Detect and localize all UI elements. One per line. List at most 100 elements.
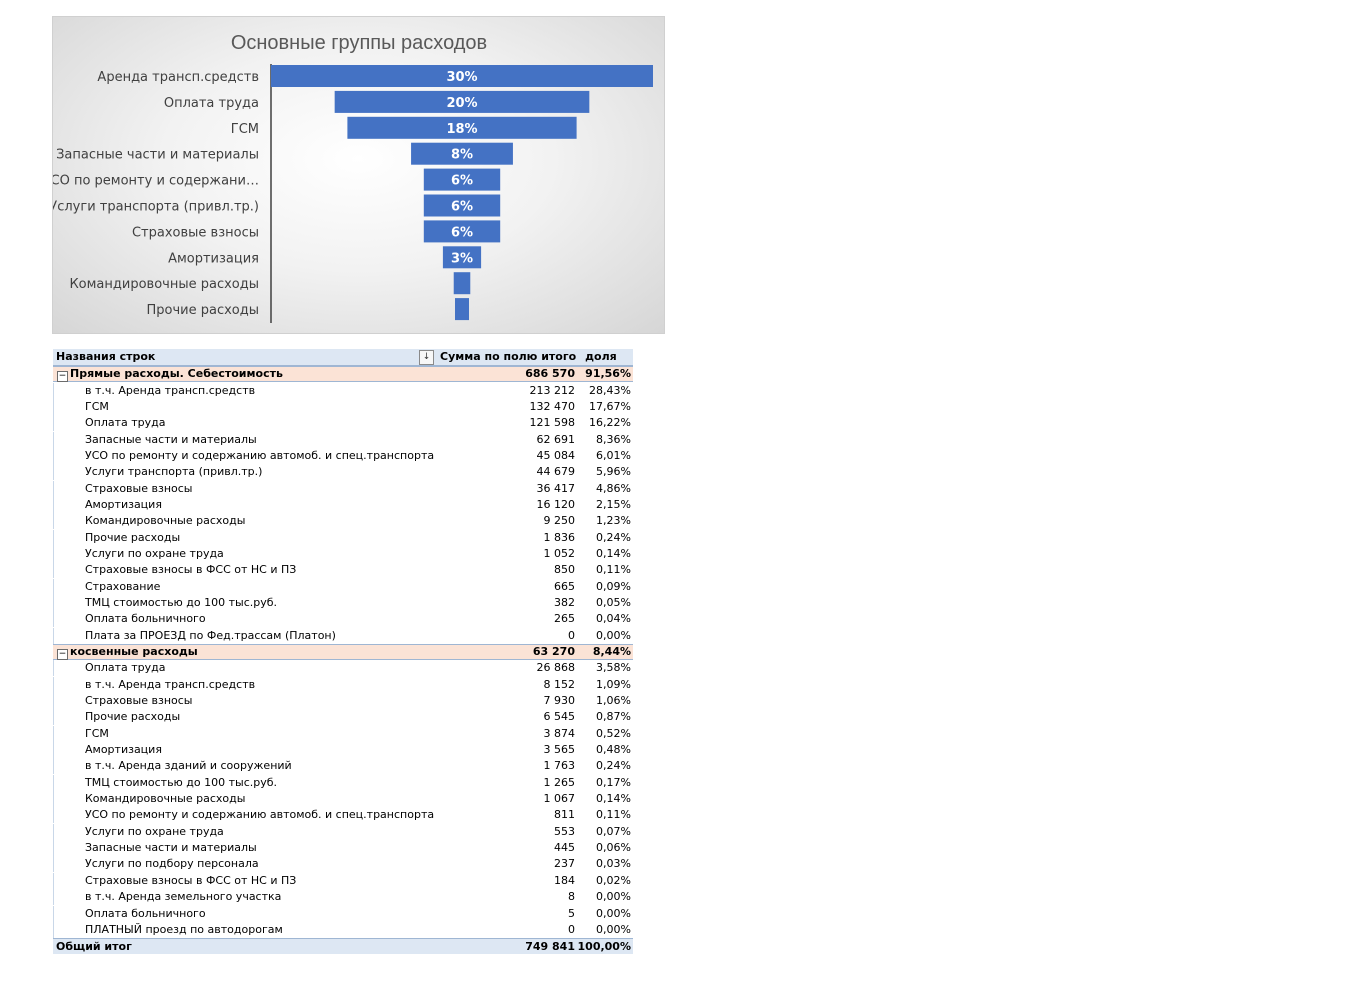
pivot-body: − Прямые расходы. Себестоимость 686 570 91,… [53,366,633,938]
table-row: Командировочные расходы 1 067 0,14% [53,791,633,808]
table-row: ПЛАТНЫЙ проезд по автодорогам 0 0,00% [53,921,633,938]
share-header: доля [585,350,617,363]
collapse-button[interactable]: − [57,371,68,383]
item-share: 1,06% [596,694,631,708]
item-share: 0,02% [596,873,631,887]
group-sum: 686 570 [525,367,575,381]
item-name: ТМЦ стоимостью до 100 тыс.руб. [53,774,436,791]
item-name: Страховые взносы [53,480,436,497]
item-sum: 553 [554,824,575,838]
table-row: Командировочные расходы 9 250 1,23% [53,513,633,530]
funnel-bar [442,246,482,269]
item-sum: 445 [554,841,575,855]
item-name: Амортизация [53,742,436,759]
item-share: 0,00% [596,906,631,920]
item-sum: 0 [568,922,575,936]
table-row: Страховые взносы в ФСС от НС и ПЗ 850 0,11… [53,562,633,579]
item-sum: 811 [554,808,575,822]
collapse-button[interactable]: − [57,649,68,661]
table-row: Запасные части и материалы 445 0,06% [53,840,633,857]
item-share: 8,36% [596,432,631,446]
table-row: Страховые взносы 7 930 1,06% [53,693,633,710]
table-row: Прочие расходы 6 545 0,87% [53,709,633,726]
item-name: Оплата труда [53,415,436,432]
data-label: 6% [451,174,473,189]
chart-title: Основные группы расходов [231,32,487,54]
item-name: Оплата больничного [53,611,436,628]
item-sum: 850 [554,563,575,577]
item-sum: 16 120 [536,497,576,511]
item-name: Прочие расходы [53,709,436,726]
item-sum: 0 [568,628,575,642]
item-share: 0,14% [596,792,631,806]
table-row: Запасные части и материалы 62 691 8,36% [53,431,633,448]
data-label: 6% [451,200,473,215]
item-name: Страхование [53,578,436,595]
table-row: Оплата больничного 5 0,00% [53,905,633,922]
table-row: в т.ч. Аренда зданий и сооружений 1 763 0,… [53,758,633,775]
item-share: 0,11% [596,808,631,822]
item-sum: 184 [554,873,575,887]
table-row: Услуги транспорта (привл.тр.) 44 679 5,96% [53,464,633,481]
item-share: 0,11% [596,563,631,577]
item-share: 0,87% [596,710,631,724]
table-row: Оплата больничного 265 0,04% [53,611,633,628]
item-sum: 45 084 [536,448,576,462]
item-share: 6,01% [596,448,631,462]
item-sum: 7 930 [543,694,576,708]
group-name: косвенные расходы [70,645,198,659]
funnel-bars: 30% 20% 18% 8% 6% 6% 6% 3% [271,65,653,321]
table-row: в т.ч. Аренда земельного участка 8 0,00% [53,889,633,906]
category-label: Услуги транспорта (привл.тр.) [53,200,259,215]
item-share: 0,17% [596,775,631,789]
category-label: ГСМ [231,122,259,137]
category-label: Запасные части и материалы [56,148,259,163]
item-share: 16,22% [589,416,631,430]
funnel-bar [453,272,471,295]
item-name: Услуги по подбору персонала [53,856,436,873]
item-name: Амортизация [53,496,436,513]
item-share: 1,09% [596,677,631,691]
grand-total-sum: 749 841 [525,939,575,953]
grand-total-label: Общий итог [56,939,132,953]
item-share: 0,07% [596,824,631,838]
item-sum: 1 067 [543,792,576,806]
item-name: ПЛАТНЫЙ проезд по автодорогам [53,921,436,938]
item-share: 0,48% [596,743,631,757]
table-row: Страховые взносы в ФСС от НС и ПЗ 184 0,02… [53,872,633,889]
item-sum: 665 [554,579,575,593]
group-label-cell: − косвенные расходы [53,644,436,661]
table-row: в т.ч. Аренда трансп.средств 8 152 1,09% [53,676,633,693]
item-share: 0,00% [596,890,631,904]
table-row: Оплата труда 26 868 3,58% [53,660,633,677]
funnel-bar [454,298,470,321]
item-share: 0,03% [596,857,631,871]
category-label: Страховые взносы [132,225,259,240]
item-sum: 237 [554,857,575,871]
item-sum: 62 691 [536,432,576,446]
item-share: 4,86% [596,481,631,495]
item-share: 0,04% [596,612,631,626]
table-row: Страхование 665 0,09% [53,578,633,595]
table-row: Оплата труда 121 598 16,22% [53,415,633,432]
table-row: Амортизация 3 565 0,48% [53,742,633,759]
funnel-chart-svg: Основные группы расходов 30% 20% 18% 8% 6% 6%… [53,32,653,323]
item-name: Командировочные расходы [53,513,436,530]
table-row: Услуги по подбору персонала 237 0,03% [53,856,633,873]
item-sum: 382 [554,595,575,609]
item-share: 0,14% [596,546,631,560]
item-sum: 1 265 [543,775,576,789]
data-label: 8% [451,148,473,163]
item-share: 17,67% [589,399,631,413]
pivot-table: Названия строк ↓ Сумма по полю итого дол… [53,349,633,955]
item-sum: 6 545 [543,710,576,724]
data-label: 20% [446,96,477,111]
group-share: 91,56% [585,367,631,381]
row-labels-filter-button[interactable]: ↓ [419,350,434,365]
table-row: в т.ч. Аренда трансп.средств 213 212 28,43… [53,382,633,399]
item-name: Командировочные расходы [53,791,436,808]
item-share: 0,00% [596,922,631,936]
item-name: УСО по ремонту и содержанию автомоб. и с… [53,807,436,824]
group-share: 8,44% [592,645,631,659]
item-name: Запасные части и материалы [53,840,436,857]
